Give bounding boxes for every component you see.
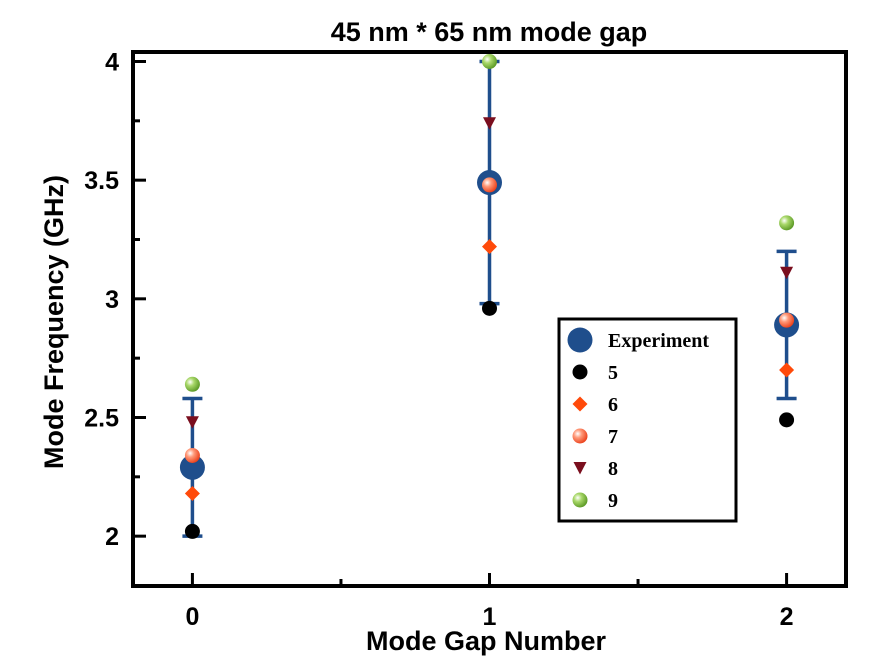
legend-marker-9 [572, 492, 588, 508]
legend-marker-experiment [567, 327, 593, 353]
x-tick-label: 1 [483, 603, 497, 631]
point-series-9 [184, 376, 200, 392]
legend-label: 7 [608, 426, 618, 448]
legend-marker-6 [572, 396, 588, 412]
legend-label: 9 [608, 490, 618, 512]
legend-label: Experiment [608, 330, 709, 352]
legend-marker-8 [573, 462, 587, 475]
y-tick-label: 2 [105, 523, 119, 551]
point-series-7 [482, 177, 497, 193]
point-series-6 [779, 362, 795, 378]
legend-label: 6 [608, 394, 618, 416]
point-series-7 [184, 447, 200, 463]
x-tick-label: 2 [780, 603, 794, 631]
axis-ticks: 2 2.5 3 3.5 4 0 1 2 [84, 48, 793, 631]
point-series-6 [184, 485, 200, 501]
legend: Experiment 5 6 7 8 9 [557, 317, 738, 523]
legend-label: 8 [608, 458, 618, 480]
point-series-9 [779, 215, 795, 231]
point-series-experiment [179, 454, 205, 480]
x-tick-label: 0 [185, 603, 199, 631]
point-series-8 [780, 266, 794, 280]
point-series-8 [483, 117, 496, 130]
plot-frame [131, 50, 848, 588]
x-axis-label: Mode Gap Number [366, 626, 607, 656]
point-series-5 [482, 300, 497, 316]
y-axis-label: Mode Frequency (GHz) [39, 175, 69, 469]
y-tick-label: 3 [105, 286, 119, 314]
point-series-8 [185, 416, 199, 429]
y-tick-label: 4 [105, 48, 119, 76]
point-series-6 [482, 239, 497, 255]
legend-marker-5 [572, 364, 588, 380]
point-series-5 [779, 412, 795, 428]
legend-box [557, 317, 738, 523]
legend-label: 5 [608, 362, 618, 384]
y-tick-label: 2.5 [84, 404, 119, 432]
legend-marker-7 [572, 428, 588, 444]
point-series-7 [779, 312, 795, 328]
point-series-5 [184, 523, 200, 539]
point-series-9 [482, 53, 497, 69]
chart-title: 45 nm * 65 nm mode gap [331, 17, 648, 47]
y-tick-label: 3.5 [84, 167, 119, 195]
legend-items: Experiment 5 6 7 8 9 [567, 327, 709, 512]
data-points [179, 53, 800, 539]
